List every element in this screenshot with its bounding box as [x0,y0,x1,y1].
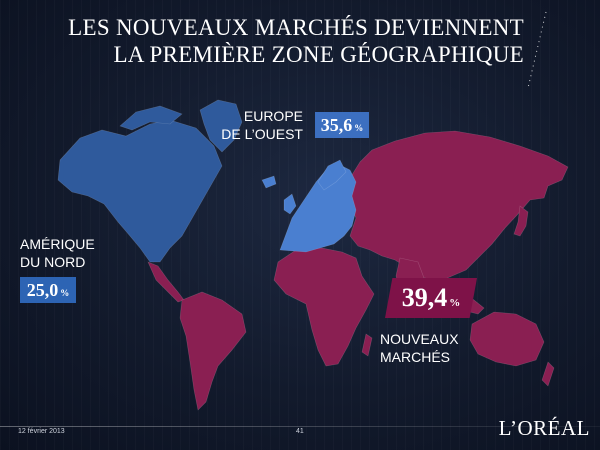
arctic-islands [119,105,183,131]
title-line-2: LA PREMIÈRE ZONE GÉOGRAPHIQUE [113,42,524,67]
footer-divider [0,426,600,427]
new-markets-label-line-1: NOUVEAUX [380,331,459,347]
scandinavia-landmass [317,159,347,191]
europe-label-line-2: DE L’OUEST [221,126,303,142]
iceland-landmass [261,175,277,189]
new-markets-percent-unit: % [449,297,461,309]
footer-date: 12 février 2013 [18,428,65,435]
north-america-label: AMÉRIQUE DU NORD [20,235,95,271]
north-america-percent-value: 25,0 [26,280,59,300]
north-america-percent-badge: 25,0% [20,277,76,303]
north-america-percent-unit: % [60,288,70,298]
europe-label-line-1: EUROPE [243,108,303,124]
new-markets-percent-value: 39,4 [401,283,448,312]
title-line-1: LES NOUVEAUX MARCHÉS DEVIENNENT [68,15,524,40]
new-zealand-landmass [541,361,555,387]
north-america-region [57,99,243,263]
africa-landmass [273,247,375,367]
decorative-dotted-line [527,11,547,89]
north-america-label-line-2: DU NORD [20,254,86,270]
slide-title: LES NOUVEAUX MARCHÉS DEVIENNENT LA PREMI… [68,14,524,68]
new-markets-label: NOUVEAUX MARCHÉS [380,330,459,366]
europe-region [261,159,357,253]
europe-label: EUROPE DE L’OUEST [213,107,303,143]
page-number: 41 [296,428,304,435]
new-markets-region [147,130,569,411]
north-america-label-line-1: AMÉRIQUE [20,236,95,252]
australia-landmass [469,311,545,367]
europe-percent-unit: % [354,123,364,133]
asia-landmass [349,130,569,283]
british-isles [283,193,297,215]
japan-landmass [513,205,529,237]
central-america-landmass [147,261,185,303]
europe-landmass [279,163,357,253]
south-america-landmass [179,291,247,411]
loreal-logo: L’ORÉAL [498,416,590,440]
europe-percent-badge: 35,6% [315,112,369,138]
north-america-landmass [57,119,223,263]
greenland-landmass [199,99,243,153]
new-markets-label-line-2: MARCHÉS [380,349,451,365]
madagascar-landmass [361,333,373,357]
new-markets-percent-badge: 39,4% [385,278,477,318]
europe-percent-value: 35,6 [320,115,353,135]
